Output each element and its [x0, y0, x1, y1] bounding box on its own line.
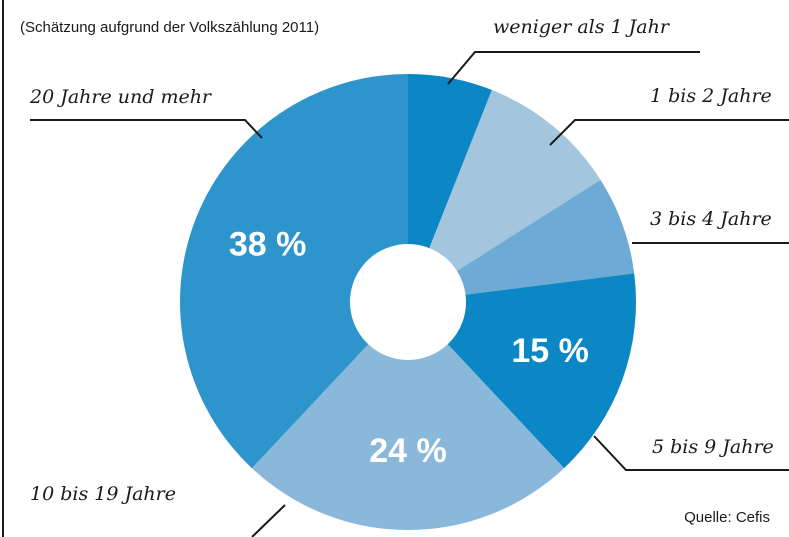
slice: [408, 74, 492, 249]
leader-line: [30, 119, 263, 139]
category-label: 1 bis 2 Jahre: [650, 85, 772, 107]
value-label: 15 %: [511, 332, 589, 370]
leader-line: [593, 435, 789, 471]
value-label: 24 %: [369, 432, 447, 470]
slice: [456, 179, 635, 295]
value-label: 38 %: [229, 225, 307, 263]
leader-line: [447, 51, 700, 85]
category-label: 10 bis 19 Jahre: [30, 483, 176, 505]
leader-line: [251, 504, 286, 537]
subtitle: (Schätzung aufgrund der Volkszählung 201…: [20, 19, 319, 36]
category-label: 5 bis 9 Jahre: [652, 436, 774, 458]
category-label: 3 bis 4 Jahre: [650, 208, 772, 230]
slice: [251, 344, 565, 530]
leader-line: [549, 119, 789, 146]
source: Quelle: Cefis: [684, 509, 770, 526]
category-label: weniger als 1 Jahr: [493, 16, 671, 38]
slice: [429, 90, 601, 271]
category-label: 20 Jahre und mehr: [29, 86, 213, 108]
slice: [179, 74, 408, 469]
slice: [447, 273, 636, 469]
